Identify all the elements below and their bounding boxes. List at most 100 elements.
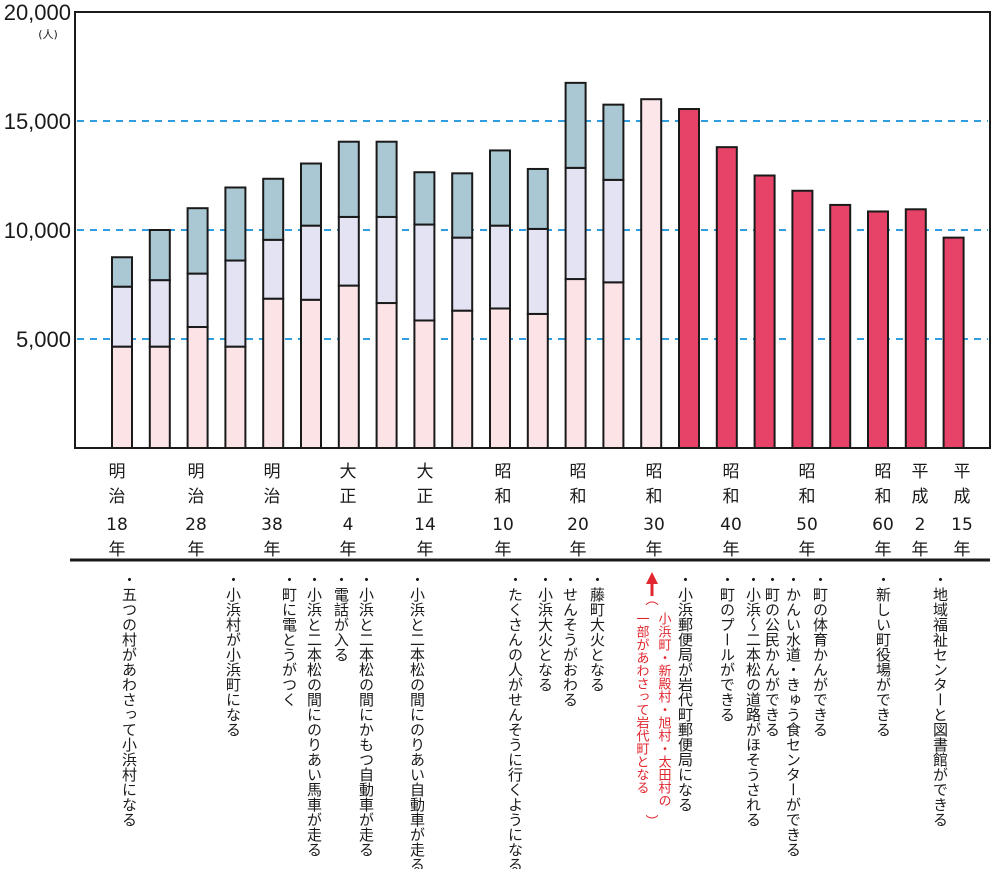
x-label-era: 昭 — [799, 462, 816, 482]
x-label-era: 明 — [264, 462, 281, 482]
x-label-era: 大 — [417, 462, 434, 482]
bar-segment — [602, 281, 625, 449]
bar-segment — [337, 140, 360, 218]
event-text: ・地域福祉センターと図書館ができる — [931, 572, 949, 827]
bar-segment — [526, 312, 549, 449]
event-text: ・藤町大火となる — [588, 572, 606, 692]
event-text: ・小浜郵便局が岩代町郵便局になる — [676, 572, 694, 812]
bar-segment — [337, 215, 360, 287]
x-label-era: 昭 — [570, 462, 587, 482]
x-label-year: 10 — [492, 515, 514, 535]
x-label-era: 明 — [188, 462, 205, 482]
x-label-unit: 年 — [646, 540, 663, 560]
x-label-era: 平 — [954, 462, 971, 482]
x-label-unit: 年 — [723, 540, 740, 560]
bar-segment — [262, 297, 285, 450]
bar-total — [829, 203, 852, 449]
bar-segment — [186, 272, 209, 329]
x-label-era: 成 — [954, 487, 971, 507]
x-label-year: 60 — [872, 515, 894, 535]
x-label-unit: 年 — [570, 540, 587, 560]
bar-segment — [451, 172, 474, 239]
event-text: ・小浜村が小浜町になる — [224, 572, 242, 737]
bar-segment — [526, 227, 549, 315]
x-label-era: 和 — [723, 487, 740, 507]
bar-segment — [224, 259, 247, 348]
x-label-unit: 年 — [799, 540, 816, 560]
bar-segment — [111, 285, 133, 348]
bar-segment — [111, 345, 133, 450]
x-label-era: 平 — [912, 462, 929, 482]
bracket-close: ︶ — [645, 815, 658, 830]
x-label-era: 昭 — [875, 462, 892, 482]
x-label-year: 4 — [343, 515, 354, 535]
x-label-year: 2 — [915, 515, 926, 535]
bar-segment — [564, 278, 587, 449]
bar-total — [867, 210, 889, 449]
x-label-year: 18 — [106, 515, 128, 535]
bar-segment — [300, 298, 322, 450]
bar-total — [678, 108, 700, 449]
x-label-year: 28 — [185, 515, 207, 535]
x-label-era: 昭 — [723, 462, 740, 482]
x-label-era: 明 — [109, 462, 126, 482]
x-label-era: 和 — [875, 487, 892, 507]
x-label-era: 和 — [570, 487, 587, 507]
bar-segment — [451, 309, 474, 449]
event-text-red: 一部があわさって岩代町となる — [634, 612, 650, 794]
x-label-year: 40 — [720, 515, 742, 535]
bar-segment — [489, 307, 511, 450]
bar-segment — [148, 279, 171, 348]
x-label-era: 和 — [646, 487, 663, 507]
x-label-era: 大 — [340, 462, 357, 482]
x-label-unit: 年 — [495, 540, 512, 560]
bar-segment — [337, 284, 360, 449]
bar-segment — [413, 171, 436, 226]
bracket-open: ︵ — [645, 593, 658, 608]
y-tick-label: 10,000 — [4, 218, 71, 243]
event-text: ・小浜と二本松の間にのりあい自動車が走る — [408, 572, 426, 869]
bar-segment — [224, 186, 247, 262]
bar-segment — [602, 103, 625, 181]
bar-segment — [526, 167, 549, 230]
event-text: ・新しい町役場ができる — [874, 572, 892, 737]
bar-segment — [602, 178, 625, 284]
event-text: ・町の体育かんができる — [811, 572, 829, 737]
event-text: ・かんい水道・きゅう食センターができる — [784, 572, 802, 857]
event-text: ・町のプールができる — [718, 572, 736, 722]
bar-total — [715, 146, 738, 449]
bar-total — [942, 236, 965, 449]
x-label-era: 和 — [495, 487, 512, 507]
event-text: ・町に電とうがつく — [280, 572, 298, 707]
x-label-unit: 年 — [912, 540, 929, 560]
event-text: ・小浜〜二本松の道路がほそうされる — [744, 572, 762, 827]
bar-segment — [375, 302, 398, 449]
event-text: ・小浜と二本松の間にのりあい馬車が走る — [305, 572, 323, 857]
bar-segment — [413, 319, 436, 449]
event-text-red: 小浜町・新殿村・旭村・太田村の — [656, 612, 672, 807]
x-label-year: 14 — [414, 515, 436, 535]
bar-segment — [186, 207, 209, 275]
y-unit-label: (人) — [38, 28, 58, 41]
event-text: ・せんそうがおわる — [561, 572, 579, 707]
bar-segment — [262, 177, 285, 241]
x-label-year: 30 — [643, 515, 665, 535]
x-label-year: 50 — [796, 515, 818, 535]
bar-segment — [262, 238, 285, 300]
x-label-unit: 年 — [340, 540, 357, 560]
x-label-era: 正 — [340, 487, 357, 507]
event-text: ・小浜と二本松の間にかもつ自動車が走る — [357, 572, 375, 857]
bar-segment — [186, 326, 209, 450]
x-label-year: 20 — [567, 515, 589, 535]
bar-total — [791, 189, 814, 449]
bar-total — [904, 208, 927, 449]
x-label-era: 昭 — [495, 462, 512, 482]
x-label-unit: 年 — [109, 540, 126, 560]
bar-segment — [300, 162, 322, 227]
x-label-unit: 年 — [875, 540, 892, 560]
bar-segment — [375, 140, 398, 218]
bar-segment — [148, 345, 171, 450]
bar-segment — [300, 224, 322, 301]
x-label-era: 昭 — [646, 462, 663, 482]
x-label-era: 成 — [912, 487, 929, 507]
